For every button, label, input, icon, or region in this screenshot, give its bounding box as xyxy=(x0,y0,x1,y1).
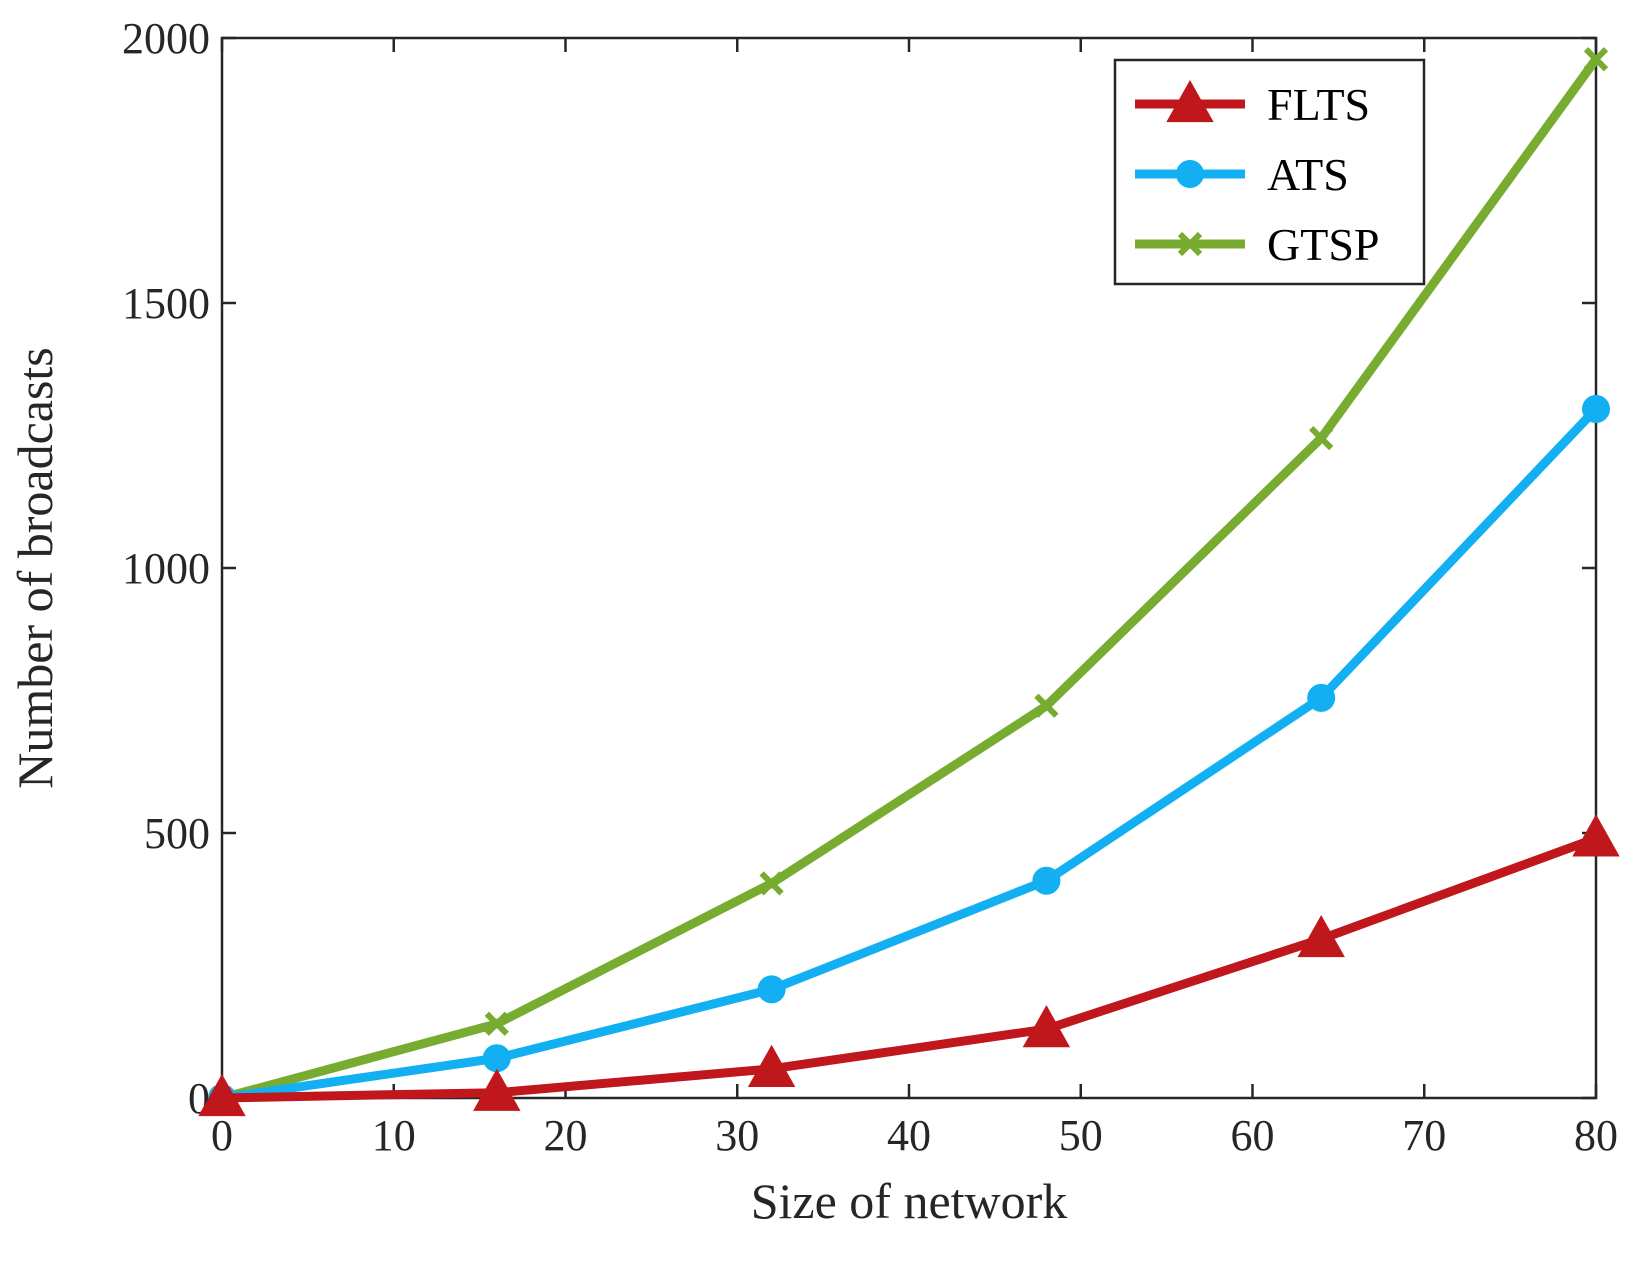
legend-item-flts: FLTS xyxy=(1135,79,1370,130)
data-point-gtsp-stroke xyxy=(759,871,784,896)
y-axis-label: Number of broadcasts xyxy=(7,347,63,789)
y-tick-label: 2000 xyxy=(122,14,210,63)
data-point-gtsp xyxy=(484,1011,509,1036)
data-point-gtsp-stroke xyxy=(1034,693,1059,718)
legend-item-gtsp: GTSP xyxy=(1135,219,1379,270)
x-tick-label: 0 xyxy=(211,1111,233,1160)
data-point-ats xyxy=(1582,395,1610,423)
series-layer xyxy=(198,47,1620,1117)
x-tick-label: 80 xyxy=(1574,1111,1618,1160)
data-point-gtsp xyxy=(1309,426,1334,451)
x-tick-label: 30 xyxy=(715,1111,759,1160)
legend: FLTS ATS GTSP xyxy=(1113,58,1426,286)
x-axis-ticks: 0 10 20 30 40 50 60 70 80 xyxy=(211,38,1618,1160)
data-point-gtsp xyxy=(1034,693,1059,718)
x-tick-label: 60 xyxy=(1231,1111,1275,1160)
series-line-flts xyxy=(221,834,1598,1103)
data-point-ats xyxy=(757,975,786,1004)
legend-item-ats: ATS xyxy=(1135,149,1349,200)
data-point-gtsp-stroke xyxy=(484,1011,509,1036)
data-point-flts xyxy=(1022,1005,1071,1048)
data-point-ats xyxy=(1032,866,1061,895)
x-tick-label: 50 xyxy=(1059,1111,1103,1160)
legend-marker-flts xyxy=(1166,79,1214,123)
y-tick-label: 500 xyxy=(144,809,210,858)
x-tick-label: 10 xyxy=(372,1111,416,1160)
legend-marker-gtsp xyxy=(1177,231,1203,257)
data-point-flts xyxy=(1572,814,1620,857)
x-axis-label: Size of network xyxy=(751,1173,1068,1229)
data-point-gtsp xyxy=(1583,47,1609,72)
series-flts xyxy=(198,814,1620,1117)
data-point-ats xyxy=(482,1044,511,1073)
series-line-ats xyxy=(221,405,1600,1103)
legend-label: FLTS xyxy=(1267,79,1370,130)
x-tick-label: 40 xyxy=(887,1111,931,1160)
y-tick-label: 1000 xyxy=(122,544,210,593)
y-tick-label: 1500 xyxy=(122,279,210,328)
legend-label: ATS xyxy=(1267,149,1349,200)
legend-marker-ats xyxy=(1176,160,1204,188)
data-point-gtsp-stroke xyxy=(1309,426,1334,451)
data-point-flts xyxy=(473,1068,521,1111)
legend-label: GTSP xyxy=(1267,219,1379,270)
data-point-gtsp xyxy=(759,871,784,896)
data-point-gtsp-stroke xyxy=(1583,47,1609,72)
legend-marker-gtsp-stroke xyxy=(1177,231,1203,257)
data-point-ats xyxy=(1307,683,1336,712)
series-line-gtsp xyxy=(220,56,1600,1103)
x-tick-label: 20 xyxy=(544,1111,588,1160)
data-point-flts xyxy=(747,1044,796,1088)
data-point-flts xyxy=(1297,914,1345,958)
data-point-flts xyxy=(198,1073,246,1117)
x-tick-label: 70 xyxy=(1402,1111,1446,1160)
